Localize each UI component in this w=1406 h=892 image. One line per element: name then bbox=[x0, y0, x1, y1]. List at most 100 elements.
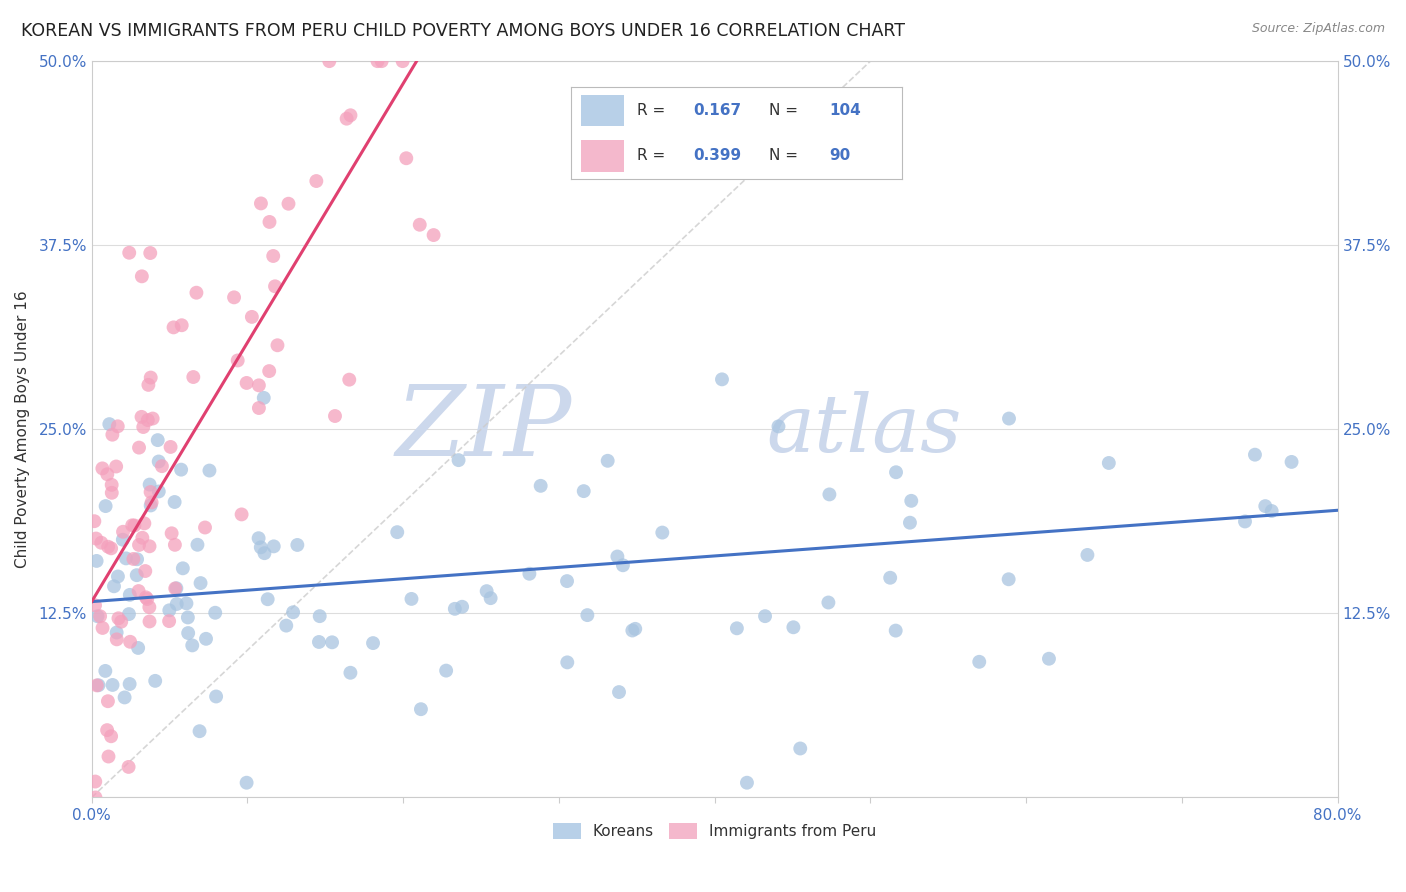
Point bbox=[555, 574, 578, 588]
Point bbox=[138, 477, 160, 491]
Point bbox=[391, 54, 413, 69]
Point bbox=[782, 620, 804, 634]
Point bbox=[1254, 499, 1277, 513]
Point bbox=[132, 420, 155, 434]
Point bbox=[247, 401, 270, 415]
Point bbox=[198, 464, 221, 478]
Point bbox=[181, 370, 204, 384]
Point bbox=[157, 603, 180, 617]
Point bbox=[138, 615, 160, 629]
Point bbox=[884, 624, 907, 638]
Point bbox=[576, 608, 599, 623]
Point bbox=[519, 566, 541, 581]
Point bbox=[110, 615, 132, 629]
Point bbox=[1038, 651, 1060, 665]
Point bbox=[165, 582, 187, 596]
Point bbox=[172, 561, 194, 575]
Point bbox=[114, 690, 136, 705]
Point bbox=[555, 656, 578, 670]
Point bbox=[257, 364, 280, 378]
Point bbox=[91, 621, 114, 635]
Point bbox=[266, 338, 288, 352]
Point bbox=[160, 526, 183, 541]
Point bbox=[395, 151, 418, 165]
Point bbox=[186, 538, 208, 552]
Point bbox=[235, 775, 257, 789]
Point bbox=[1281, 455, 1303, 469]
Point bbox=[177, 626, 200, 640]
Point bbox=[443, 602, 465, 616]
Point bbox=[305, 174, 328, 188]
Point bbox=[107, 569, 129, 583]
Point bbox=[165, 581, 187, 595]
Point bbox=[128, 584, 150, 599]
Point bbox=[146, 433, 169, 447]
Point bbox=[131, 409, 153, 424]
Point bbox=[818, 487, 841, 501]
Point bbox=[339, 665, 361, 680]
Point bbox=[711, 372, 734, 386]
Point bbox=[277, 196, 299, 211]
Point bbox=[87, 678, 110, 692]
Point bbox=[817, 595, 839, 609]
Point bbox=[136, 413, 159, 427]
Point bbox=[205, 690, 228, 704]
Point bbox=[256, 592, 278, 607]
Point bbox=[176, 596, 198, 610]
Point bbox=[98, 417, 121, 431]
Point bbox=[118, 607, 141, 621]
Point bbox=[336, 112, 359, 126]
Point bbox=[235, 376, 257, 390]
Point bbox=[624, 622, 647, 636]
Point bbox=[263, 540, 285, 554]
Point bbox=[84, 532, 107, 546]
Point bbox=[884, 465, 907, 479]
Point bbox=[422, 228, 444, 243]
Point bbox=[125, 568, 148, 582]
Point bbox=[118, 245, 141, 260]
Point bbox=[86, 554, 108, 568]
Point bbox=[607, 685, 630, 699]
Point bbox=[159, 440, 181, 454]
Point bbox=[97, 540, 120, 554]
Point bbox=[127, 552, 149, 566]
Point bbox=[97, 749, 120, 764]
Point bbox=[612, 558, 634, 573]
Point bbox=[479, 591, 502, 606]
Point bbox=[259, 215, 281, 229]
Point bbox=[105, 625, 128, 640]
Point bbox=[148, 484, 170, 499]
Point bbox=[879, 571, 901, 585]
Point bbox=[621, 624, 644, 638]
Point bbox=[253, 546, 276, 560]
Point bbox=[262, 249, 284, 263]
Point bbox=[128, 441, 150, 455]
Point bbox=[170, 318, 193, 333]
Point bbox=[131, 531, 153, 545]
Point bbox=[725, 621, 748, 635]
Point bbox=[195, 632, 218, 646]
Point bbox=[186, 285, 208, 300]
Point bbox=[204, 606, 226, 620]
Point bbox=[240, 310, 263, 324]
Point bbox=[101, 427, 124, 442]
Point bbox=[967, 655, 990, 669]
Point bbox=[250, 196, 273, 211]
Point bbox=[264, 279, 287, 293]
Point bbox=[249, 541, 271, 555]
Point bbox=[103, 579, 125, 593]
Point bbox=[409, 218, 432, 232]
Point bbox=[118, 588, 141, 602]
Point bbox=[115, 551, 138, 566]
Point bbox=[318, 54, 340, 69]
Point bbox=[181, 639, 204, 653]
Point bbox=[361, 636, 384, 650]
Point bbox=[134, 516, 156, 531]
Point bbox=[166, 597, 188, 611]
Point bbox=[100, 729, 122, 743]
Point bbox=[447, 453, 470, 467]
Point bbox=[90, 535, 112, 549]
Point bbox=[370, 54, 392, 69]
Point bbox=[451, 599, 474, 614]
Point bbox=[1076, 548, 1098, 562]
